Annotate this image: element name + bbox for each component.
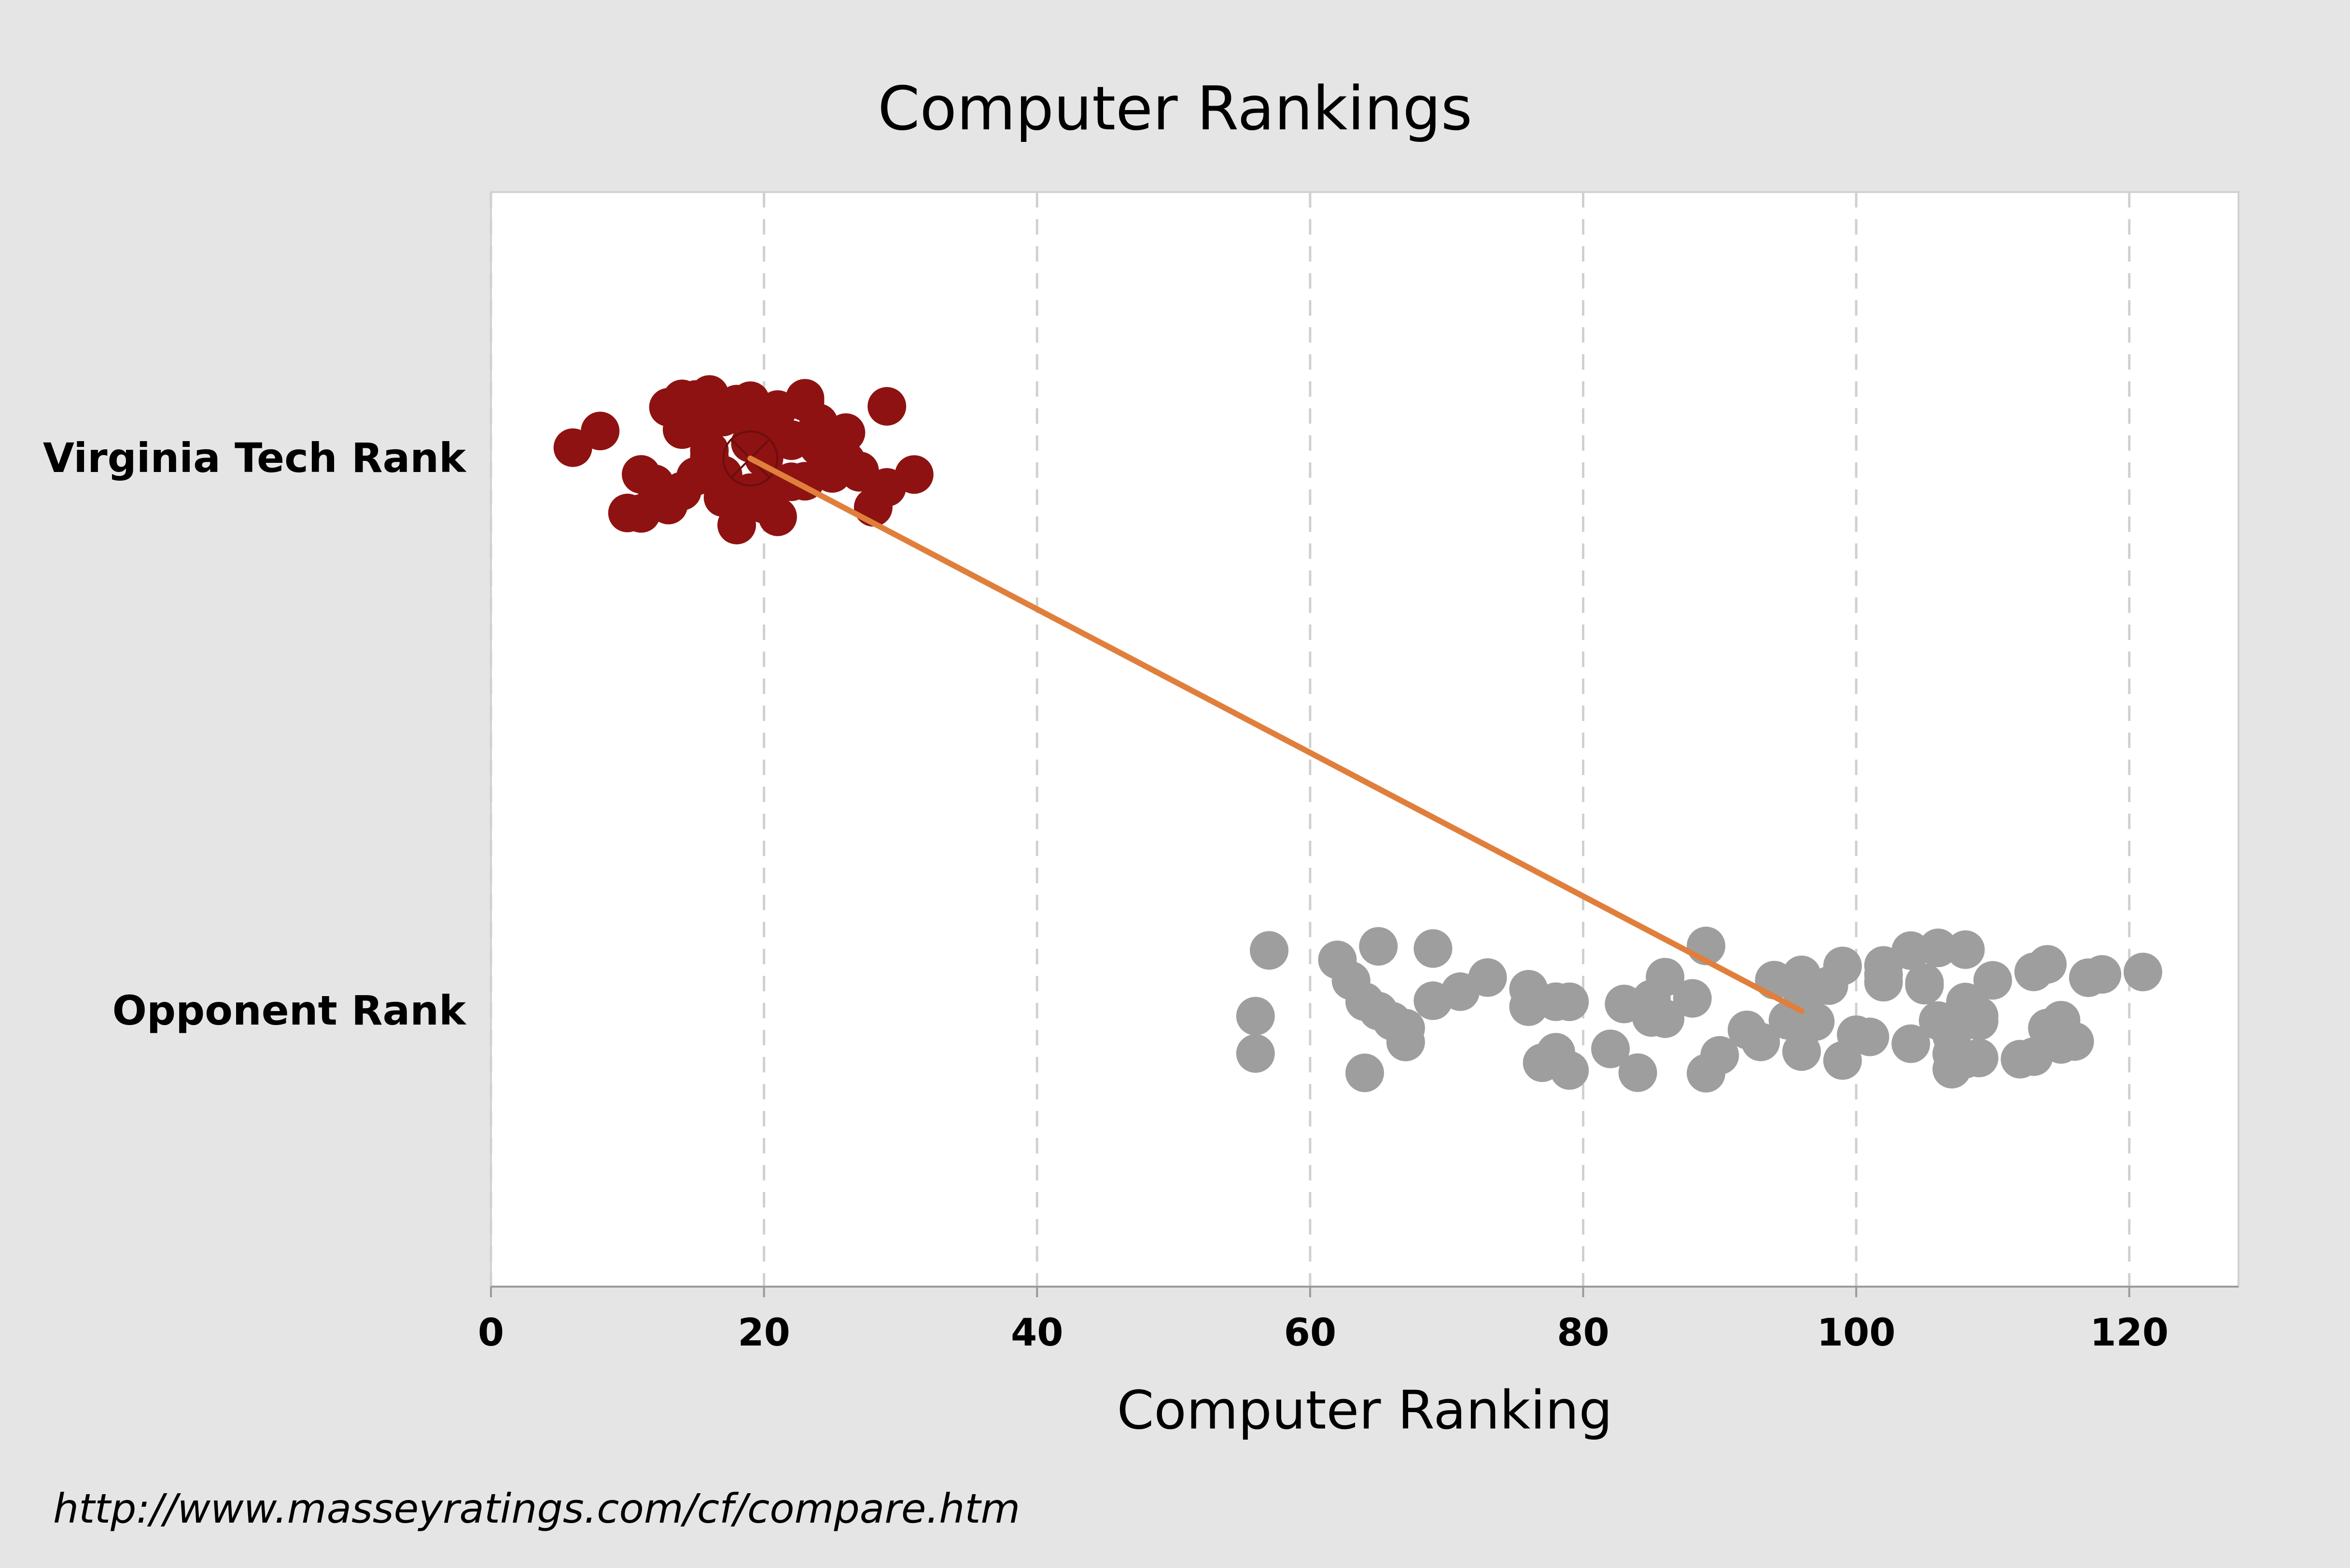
point-opponent-rank-15	[1468, 958, 1507, 997]
x-tick-label: 0	[478, 1311, 504, 1355]
x-tick-label: 40	[1011, 1311, 1063, 1355]
point-opponent-rank-73	[2055, 1022, 2094, 1061]
x-axis-title: Computer Ranking	[1117, 1379, 1613, 1441]
point-opponent-rank-35	[1741, 1022, 1780, 1061]
x-tick-label: 20	[738, 1311, 790, 1355]
mean-marker	[722, 430, 779, 486]
point-opponent-rank-33	[1700, 1036, 1739, 1075]
point-opponent-rank-25	[1618, 1053, 1657, 1092]
point-opponent-rank-46	[1850, 1017, 1889, 1056]
point-virginia-tech-rank-1	[581, 412, 620, 451]
point-opponent-rank-63	[1959, 1039, 1999, 1078]
point-opponent-rank-70	[2028, 945, 2067, 984]
x-tick-labels: 0 20 40 60 80 100 120	[478, 1311, 2168, 1355]
point-opponent-rank-21	[1550, 1051, 1589, 1090]
point-virginia-tech-rank-55	[867, 387, 907, 426]
point-virginia-tech-rank-49	[826, 413, 866, 452]
mean-connector	[722, 430, 1804, 1014]
point-opponent-rank-1	[1236, 997, 1275, 1036]
point-virginia-tech-rank-35	[758, 497, 797, 536]
category-labels: Virginia Tech Rank Opponent Rank	[43, 434, 467, 1034]
point-opponent-rank-75	[2083, 955, 2122, 994]
point-opponent-rank-2	[1250, 931, 1289, 970]
point-opponent-rank-30	[1673, 979, 1712, 1018]
point-opponent-rank-22	[1550, 982, 1589, 1021]
plot-area	[490, 191, 2239, 1288]
x-tick-label: 60	[1284, 1311, 1337, 1355]
category-label-opponent-rank: Opponent Rank	[112, 987, 467, 1034]
point-opponent-rank-65	[1973, 961, 2012, 1000]
point-opponent-rank-50	[1891, 1024, 1930, 1063]
point-opponent-rank-41	[1796, 1002, 1835, 1041]
data-points	[553, 375, 2163, 1093]
point-opponent-rank-11	[1386, 1009, 1425, 1048]
point-opponent-rank-55	[1918, 929, 1958, 968]
point-opponent-rank-43	[1823, 946, 1862, 985]
x-axis	[490, 1286, 2238, 1297]
x-tick-label: 100	[1817, 1311, 1896, 1355]
point-opponent-rank-39	[1782, 1032, 1821, 1071]
point-opponent-rank-12	[1413, 929, 1453, 968]
chart-title: Computer Rankings	[878, 74, 1472, 144]
mean-connector-line	[747, 456, 1804, 1014]
point-opponent-rank-7	[1359, 927, 1398, 966]
x-tick-label: 120	[2090, 1311, 2168, 1355]
point-opponent-rank-28	[1646, 999, 1685, 1038]
point-opponent-rank-61	[1946, 930, 1985, 969]
point-opponent-rank-5	[1345, 1054, 1384, 1093]
gridlines	[490, 192, 2131, 1287]
point-opponent-rank-76	[2124, 953, 2163, 992]
point-opponent-rank-29	[1646, 957, 1685, 997]
point-virginia-tech-rank-56	[895, 455, 934, 494]
point-opponent-rank-53	[1905, 963, 1944, 1002]
category-label-virginia-tech-rank: Virginia Tech Rank	[43, 434, 467, 482]
point-opponent-rank-64	[1959, 997, 1999, 1036]
source-url: http://www.masseyratings.com/cf/compare.…	[53, 1485, 1020, 1532]
point-opponent-rank-23	[1591, 1029, 1630, 1068]
x-tick-label: 80	[1557, 1311, 1609, 1355]
point-opponent-rank-0	[1236, 1034, 1275, 1073]
